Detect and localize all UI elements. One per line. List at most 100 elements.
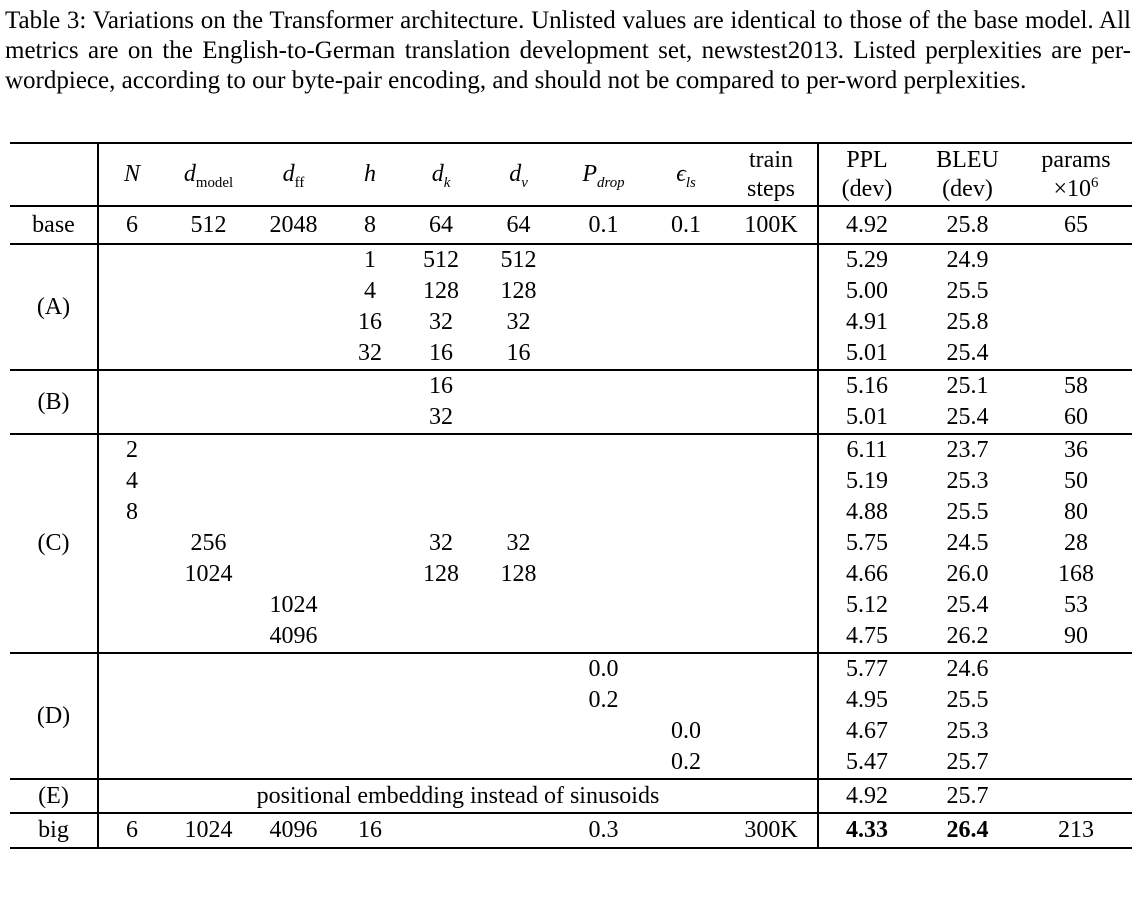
table-row: 1024 128 128 4.66 26.0 168 <box>10 559 1132 590</box>
cell <box>1020 778 1132 813</box>
cell <box>560 276 647 307</box>
table-row: 16 32 32 4.91 25.8 <box>10 307 1132 338</box>
cell <box>165 497 252 528</box>
cell <box>252 497 335 528</box>
table-row: 4 128 128 5.00 25.5 <box>10 276 1132 307</box>
cell <box>647 652 725 685</box>
cell <box>335 559 405 590</box>
cell: 0.3 <box>560 812 647 848</box>
cell <box>1020 307 1132 338</box>
table-row: 4096 4.75 26.2 90 <box>10 621 1132 653</box>
cell <box>560 369 647 402</box>
cell: 25.8 <box>915 205 1020 244</box>
cell <box>405 716 477 747</box>
cell: 4.91 <box>846 309 888 335</box>
cell <box>98 243 165 276</box>
cell: 100K <box>725 205 819 244</box>
cell: 8 <box>335 205 405 244</box>
cell <box>98 590 165 621</box>
cell: 1024 <box>269 592 318 618</box>
column-header: params ×106 <box>1041 146 1111 202</box>
column-header: PPL (dev) <box>841 146 893 202</box>
cell <box>165 466 252 497</box>
cell <box>252 747 335 779</box>
cell: 16 <box>335 812 405 848</box>
cell <box>477 497 560 528</box>
cell <box>477 433 560 466</box>
cell <box>335 497 405 528</box>
cell: 25.4 <box>946 592 989 618</box>
cell <box>405 652 477 685</box>
cell <box>335 652 405 685</box>
cell: 25.3 <box>946 468 989 494</box>
cell <box>725 747 819 779</box>
cell <box>725 621 819 653</box>
table-row: (C) 2 6.11 23.7 36 <box>10 433 1132 653</box>
cell <box>165 433 252 466</box>
cell <box>98 276 165 307</box>
cell: 5.47 <box>846 749 888 775</box>
cell <box>405 466 477 497</box>
cell <box>477 621 560 653</box>
cell: 32 <box>429 530 453 556</box>
cell <box>725 559 819 590</box>
cell: 25.5 <box>946 687 989 713</box>
cell: 64 <box>477 205 560 244</box>
cell <box>725 528 819 559</box>
table-row: 256 32 32 5.75 24.5 28 <box>10 528 1132 559</box>
cell: 512 <box>477 243 560 276</box>
cell: 5.77 <box>818 652 915 685</box>
cell: 32 <box>506 530 531 556</box>
cell <box>477 812 560 848</box>
cell: 300K <box>725 812 819 848</box>
cell: 512 <box>165 205 252 244</box>
cell: 6 <box>98 812 165 848</box>
cell: 5.16 <box>818 369 915 402</box>
table-row: base 6 512 2048 8 64 64 0.1 0.1 100K 4.92 25.8 65 <box>10 205 1132 244</box>
table-row: (A) 1 512 512 5.29 24.9 <box>10 243 1132 370</box>
cell: 5.75 <box>846 530 888 556</box>
cell: 512 <box>405 243 477 276</box>
cell <box>647 559 725 590</box>
cell: 16 <box>358 309 382 335</box>
cell <box>98 621 165 653</box>
cell: 50 <box>1064 468 1088 494</box>
cell: 5.01 <box>846 404 888 430</box>
cell <box>165 747 252 779</box>
cell <box>560 307 647 338</box>
cell <box>725 716 819 747</box>
cell: 16 <box>405 369 477 402</box>
cell <box>477 716 560 747</box>
cell: 4.66 <box>846 561 888 587</box>
cell <box>560 590 647 621</box>
cell: 128 <box>423 278 459 304</box>
cell: 5.00 <box>846 278 888 304</box>
table-row: 4 5.19 25.3 50 <box>10 466 1132 497</box>
cell <box>165 276 252 307</box>
cell: 0.0 <box>671 718 701 744</box>
cell <box>405 812 477 848</box>
cell: 6 <box>98 205 165 244</box>
table-row: 8 4.88 25.5 80 <box>10 497 1132 528</box>
column-header: dff <box>282 161 305 191</box>
cell: 90 <box>1064 623 1088 649</box>
table-row: 0.0 4.67 25.3 <box>10 716 1132 747</box>
cell <box>405 685 477 716</box>
column-header: N <box>123 161 140 187</box>
cell <box>1020 747 1132 779</box>
page: Table 3: Variations on the Transformer a… <box>0 6 1142 849</box>
cell: 32 <box>429 309 453 335</box>
row-label: (D) <box>10 652 99 779</box>
cell: 25.4 <box>946 404 989 430</box>
cell: 1024 <box>184 561 233 587</box>
cell <box>335 590 405 621</box>
table-row: (B) 16 5.16 25.1 58 <box>10 369 1132 434</box>
cell: 25.3 <box>946 718 989 744</box>
cell <box>1020 716 1132 747</box>
cell <box>1020 338 1132 370</box>
cell <box>647 466 725 497</box>
cell: 5.12 <box>846 592 888 618</box>
cell: 25.5 <box>946 499 989 525</box>
cell <box>1020 276 1132 307</box>
